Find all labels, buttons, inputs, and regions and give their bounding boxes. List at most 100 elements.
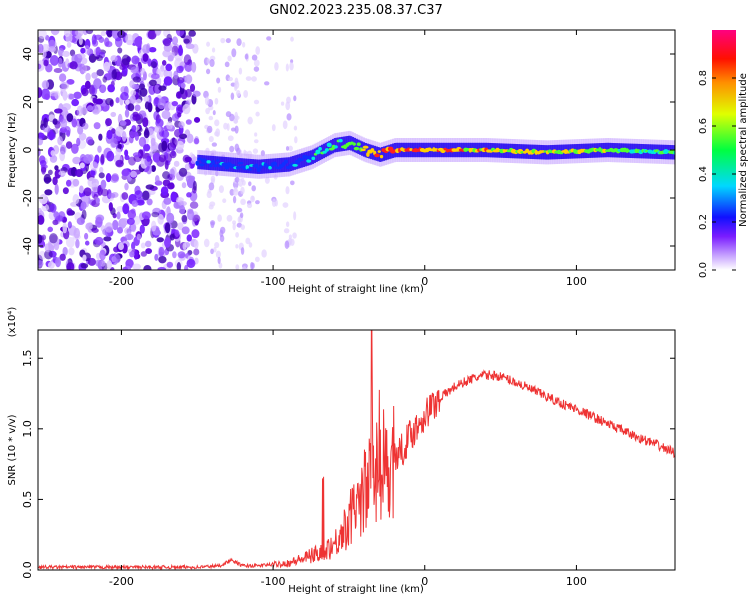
noise-blob bbox=[55, 215, 64, 222]
noise-blob bbox=[80, 196, 89, 204]
noise-blob bbox=[52, 176, 58, 186]
noise-blob bbox=[255, 200, 260, 205]
noise-blob bbox=[148, 151, 154, 158]
noise-blob bbox=[206, 191, 212, 199]
spectrogram-heatmap bbox=[38, 30, 675, 270]
noise-blob bbox=[75, 168, 84, 178]
noise-blob bbox=[178, 200, 187, 207]
noise-blob bbox=[66, 42, 72, 48]
noise-blob bbox=[121, 168, 130, 177]
noise-blob bbox=[290, 180, 295, 186]
y-tick-label: 0.5 bbox=[21, 491, 34, 509]
colorbar-tick-label: 0.4 bbox=[698, 166, 709, 182]
noise-blob bbox=[133, 249, 139, 260]
noise-blob bbox=[213, 246, 217, 253]
noise-blob bbox=[169, 168, 175, 178]
noise-blob bbox=[43, 177, 52, 183]
noise-blob bbox=[227, 55, 232, 62]
noise-blob bbox=[92, 109, 100, 115]
noise-blob bbox=[229, 145, 235, 153]
noise-blob bbox=[55, 257, 61, 268]
noise-blob bbox=[139, 224, 145, 234]
noise-blob bbox=[235, 231, 239, 238]
noise-blob bbox=[252, 148, 259, 154]
noise-blob bbox=[105, 118, 112, 127]
noise-blob bbox=[225, 38, 231, 44]
noise-blob bbox=[237, 216, 241, 223]
noise-blob bbox=[161, 60, 167, 66]
noise-blob bbox=[62, 246, 68, 256]
noise-blob bbox=[286, 113, 292, 121]
noise-blob bbox=[99, 249, 106, 261]
noise-blob bbox=[72, 156, 82, 165]
noise-blob bbox=[288, 234, 292, 240]
noise-blob bbox=[203, 238, 210, 248]
noise-blob bbox=[240, 224, 245, 230]
noise-blob bbox=[142, 117, 149, 128]
signal-core bbox=[339, 137, 342, 152]
signal-blob bbox=[324, 148, 329, 152]
noise-blob bbox=[178, 121, 185, 129]
x-tick-label: 100 bbox=[566, 275, 587, 288]
noise-blob bbox=[150, 137, 156, 147]
noise-blob bbox=[179, 204, 186, 215]
noise-blob bbox=[76, 53, 86, 59]
signal-blob bbox=[268, 165, 272, 170]
noise-blob bbox=[226, 214, 233, 222]
noise-blob bbox=[182, 242, 187, 251]
noise-blob bbox=[232, 195, 237, 204]
noise-blob bbox=[142, 53, 149, 62]
noise-blob bbox=[88, 154, 94, 162]
noise-blob bbox=[288, 145, 293, 152]
noise-blob bbox=[110, 111, 117, 117]
noise-blob bbox=[71, 118, 78, 128]
noise-blob bbox=[111, 173, 119, 182]
noise-blob bbox=[132, 114, 141, 121]
noise-blob bbox=[203, 90, 209, 99]
noise-blob bbox=[68, 93, 75, 100]
noise-blob bbox=[158, 142, 166, 153]
noise-blob bbox=[293, 95, 297, 102]
snr-panel: -200 -100 0 100 0.0 0.5 1.0 1.5 Height of strai… bbox=[7, 307, 676, 595]
signal-core bbox=[240, 158, 244, 173]
noise-blob bbox=[39, 194, 48, 205]
noise-blob bbox=[121, 192, 129, 200]
noise-blob bbox=[44, 243, 51, 253]
noise-blob bbox=[124, 233, 134, 241]
signal-blob bbox=[362, 145, 369, 149]
noise-blob bbox=[59, 144, 67, 155]
noise-blob bbox=[285, 63, 289, 72]
noise-blob bbox=[38, 250, 46, 260]
noise-blob bbox=[155, 118, 164, 128]
noise-blob bbox=[148, 46, 157, 53]
noise-blob bbox=[122, 203, 130, 215]
noise-blob bbox=[230, 127, 236, 132]
noise-blob bbox=[176, 65, 184, 74]
signal-core bbox=[199, 154, 202, 170]
noise-blob bbox=[124, 182, 129, 191]
noise-blob bbox=[254, 256, 260, 263]
noise-blob bbox=[63, 30, 71, 38]
x-tick-label: -200 bbox=[109, 575, 134, 588]
noise-blob bbox=[154, 175, 160, 184]
noise-blob bbox=[210, 248, 214, 255]
noise-blob bbox=[54, 165, 59, 171]
noise-blob bbox=[172, 251, 177, 259]
noise-blob bbox=[154, 30, 162, 36]
noise-blob bbox=[177, 222, 184, 231]
noise-blob bbox=[143, 265, 152, 270]
noise-blob bbox=[236, 207, 243, 213]
signal-blob bbox=[206, 160, 211, 164]
noise-blob bbox=[282, 120, 288, 130]
noise-blob bbox=[106, 129, 113, 140]
noise-blob bbox=[46, 131, 56, 140]
signal-blob bbox=[311, 156, 316, 161]
noise-blob bbox=[238, 67, 243, 75]
signal-core bbox=[239, 158, 242, 173]
noise-blob bbox=[141, 190, 150, 201]
signal-blob bbox=[352, 142, 356, 146]
noise-blob bbox=[271, 198, 277, 207]
noise-blob bbox=[66, 113, 74, 123]
noise-blob bbox=[79, 185, 84, 194]
noise-blob bbox=[44, 189, 53, 196]
